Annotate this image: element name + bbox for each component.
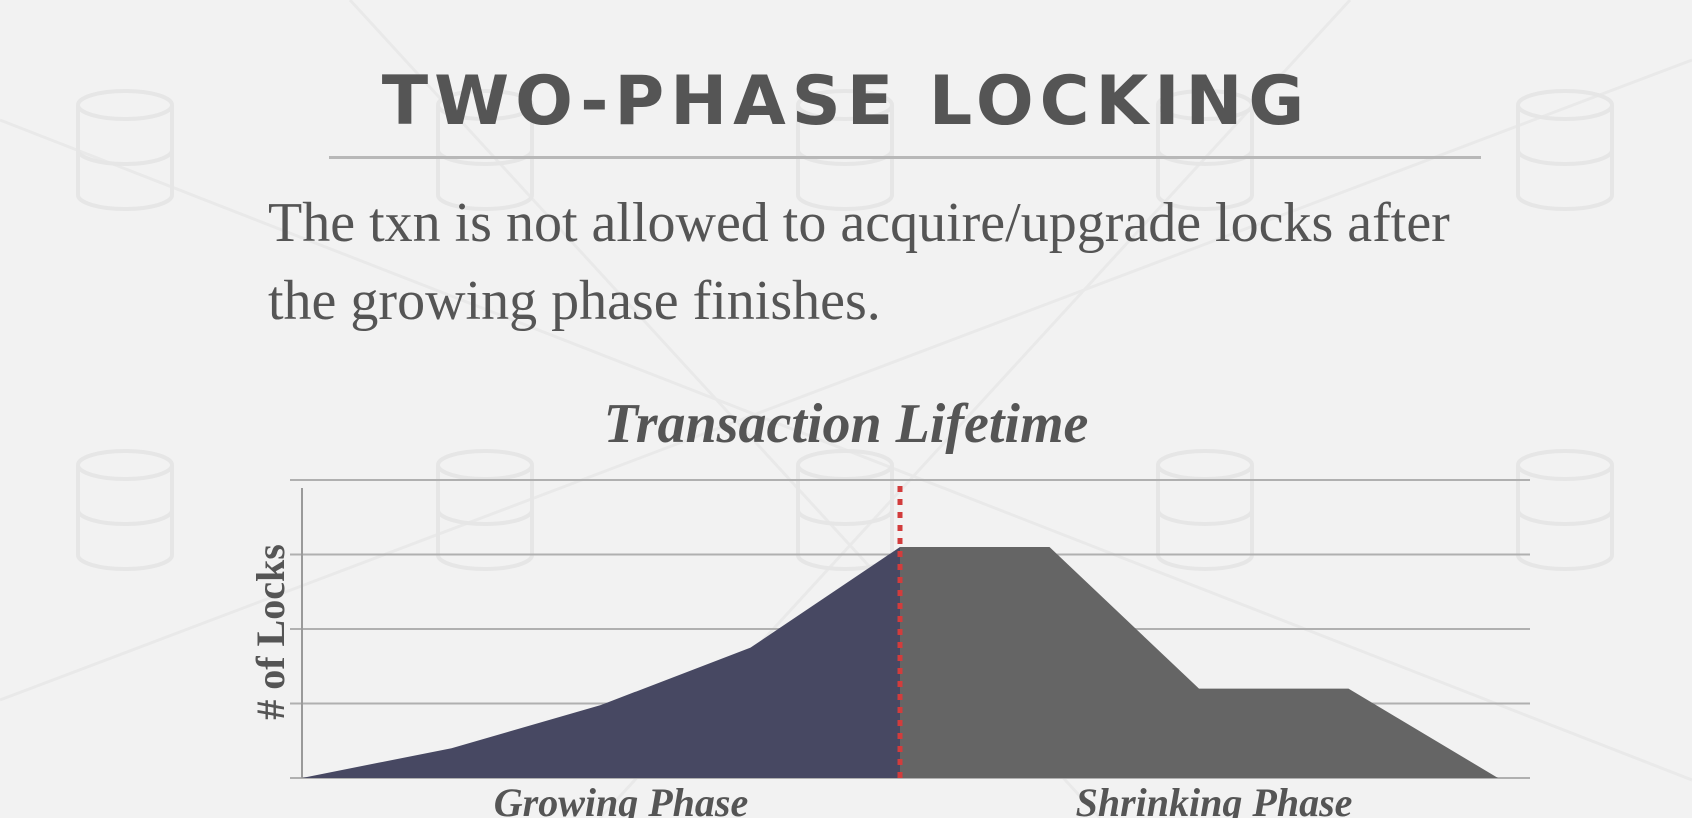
growing-phase-label: Growing Phase — [494, 780, 749, 818]
shrinking-phase-area — [900, 547, 1498, 778]
chart-title: Transaction Lifetime — [604, 393, 1089, 455]
slide-text: The txn is not allowed to acquire/upgrad… — [268, 192, 1450, 332]
slide-title: TWO-PHASE LOCKING — [381, 62, 1311, 141]
database-icon — [76, 465, 174, 571]
shrinking-phase-label: Shrinking Phase — [1076, 780, 1353, 818]
database-icon — [1516, 465, 1614, 571]
chart-areas — [302, 547, 1498, 778]
database-icon — [1516, 105, 1614, 211]
database-icon — [436, 465, 534, 571]
database-icon — [796, 105, 894, 211]
title-divider — [329, 156, 1481, 159]
y-axis-label: # of Locks — [248, 544, 293, 720]
database-icon — [76, 105, 174, 211]
database-icon — [1156, 105, 1254, 211]
database-icon — [436, 105, 534, 211]
database-icon — [1156, 465, 1254, 571]
growing-phase-area — [302, 547, 900, 778]
